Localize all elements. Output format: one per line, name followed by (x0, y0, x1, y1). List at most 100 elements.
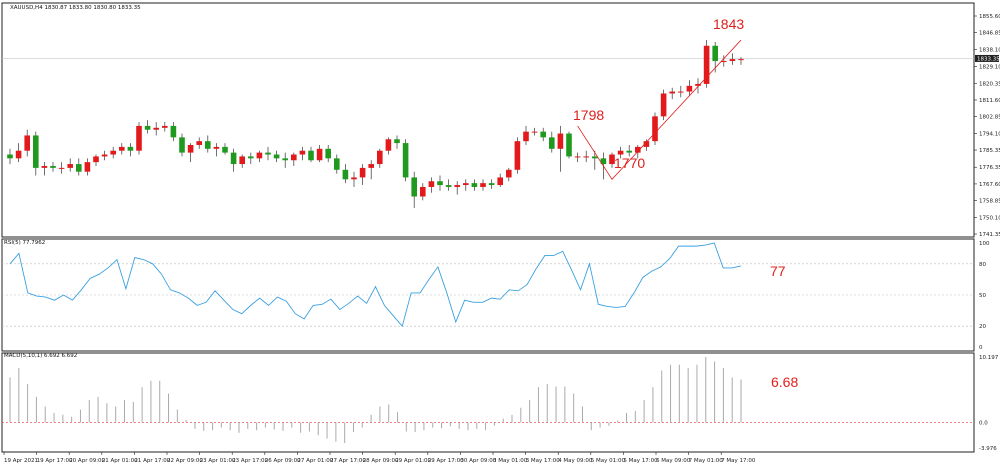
candle-body (351, 177, 357, 180)
candle-body (282, 158, 288, 161)
time-tick-label: 3 May 01:00 (493, 458, 528, 464)
candle-body (540, 131, 546, 138)
low-annotation: 1770 (614, 155, 645, 171)
candle-body (342, 169, 349, 180)
price-tick-label: 1829.10 (979, 65, 1000, 71)
macd-pane-border (1, 352, 975, 453)
candle-body (41, 165, 48, 168)
candle-body (738, 59, 744, 61)
candle-body (402, 143, 409, 178)
candle-body (205, 141, 211, 149)
time-tick-label: 7 May 17:00 (721, 458, 756, 464)
time-tick-label: 23 Apr 17:00 (232, 458, 268, 464)
candle-body (144, 125, 151, 130)
time-tick-label: 5 May 01:00 (591, 458, 626, 464)
candle-body (617, 150, 624, 155)
macd-tick-label: -3.976 (979, 446, 997, 452)
candle-body (50, 165, 56, 168)
time-tick-label: 29 Apr 17:00 (428, 458, 464, 464)
price-tick-label: 1802.85 (979, 115, 1000, 121)
price-tick-label: 1785.35 (979, 148, 1000, 154)
candle-body (454, 185, 460, 187)
mid-annotation: 1798 (573, 107, 604, 123)
time-tick-label: 21 Apr 17:00 (134, 458, 170, 464)
time-tick-label: 27 Apr 01:00 (297, 458, 333, 464)
candle-body (101, 154, 108, 157)
rsi-pane-border (1, 238, 975, 352)
candle-body (179, 137, 185, 153)
candle-body (196, 141, 202, 145)
candle-body (33, 135, 39, 168)
macd-annotation: 6.68 (771, 374, 798, 390)
high-annotation: 1843 (713, 16, 744, 32)
candle-body (273, 154, 280, 159)
candle-body (119, 146, 125, 151)
candle-body (497, 177, 503, 186)
candle-body (703, 45, 710, 84)
candle-body (248, 156, 254, 159)
rsi-line (9, 242, 742, 328)
time-tick-label: 20 Apr 09:00 (69, 458, 105, 464)
macd-tick-label: 10.197 (979, 355, 999, 361)
macd-tick-label: 0.0 (979, 420, 988, 426)
candle-body (523, 131, 529, 142)
candle-body (626, 150, 632, 153)
time-tick-label: 28 Apr 09:00 (363, 458, 399, 464)
candle-body (127, 146, 134, 151)
rsi-level-label: 100 (979, 241, 990, 247)
candle-body (222, 146, 228, 153)
header-area: XAUUSD,H4 1830.87 1833.80 1830.80 1833.3… (4, 5, 141, 359)
candle-body (213, 146, 220, 149)
candle-body (686, 85, 693, 92)
candle-body (162, 125, 168, 128)
candle-body (445, 185, 452, 187)
time-tick-label: 26 Apr 09:00 (265, 458, 301, 464)
price-tick-label: 1838.10 (979, 47, 1000, 53)
candle-body (437, 181, 443, 186)
candle-body (239, 156, 245, 165)
candle-body (600, 158, 607, 165)
candle-body (24, 135, 30, 151)
time-tick-label: 3 May 17:00 (526, 458, 561, 464)
candle-body (531, 131, 538, 133)
price-tick-label: 1767.60 (979, 182, 1000, 188)
candle-body (15, 150, 22, 159)
current-price-label: 1833.35 (977, 56, 1000, 62)
time-tick-label: 23 Apr 01:00 (200, 458, 236, 464)
candle-body (592, 156, 598, 159)
candle-body (669, 91, 675, 94)
candle-body (583, 156, 589, 158)
rsi-level-label: 80 (979, 262, 986, 268)
rsi-level-label: 50 (979, 293, 986, 299)
candle-body (394, 139, 400, 144)
candle-body (136, 125, 142, 151)
time-tick-label: 29 Apr 01:00 (395, 458, 431, 464)
candle-body (420, 186, 426, 197)
candle-body (153, 127, 159, 130)
candle-body (359, 167, 366, 178)
time-tick-label: 4 May 09:00 (558, 458, 593, 464)
candle-body (377, 150, 383, 165)
candle-body (721, 61, 727, 63)
zigzag-line (577, 39, 742, 180)
price-tick-label: 1776.35 (979, 165, 1000, 171)
candle-body (695, 83, 701, 86)
candle-body (385, 139, 392, 151)
time-tick-label: 7 May 01:00 (689, 458, 724, 464)
price-tick-label: 1794.10 (979, 131, 1000, 137)
candle-body (170, 125, 177, 138)
time-tick-label: 19 Apr 17:00 (37, 458, 73, 464)
price-tick-label: 1855.60 (979, 14, 1000, 20)
rsi-level-label: 20 (979, 324, 986, 330)
candle-body (334, 158, 340, 170)
symbol-header: XAUUSD,H4 1830.87 1833.80 1830.80 1833.3… (10, 5, 141, 11)
candle-body (566, 133, 572, 157)
candle-body (609, 154, 615, 165)
macd-header: MACD(5,10,1) 6.692 6.692 (4, 353, 77, 359)
candle-body (316, 148, 323, 161)
candle-body (471, 183, 478, 187)
candle-body (84, 162, 91, 172)
candle-body (93, 156, 99, 163)
candle-body (660, 93, 667, 117)
